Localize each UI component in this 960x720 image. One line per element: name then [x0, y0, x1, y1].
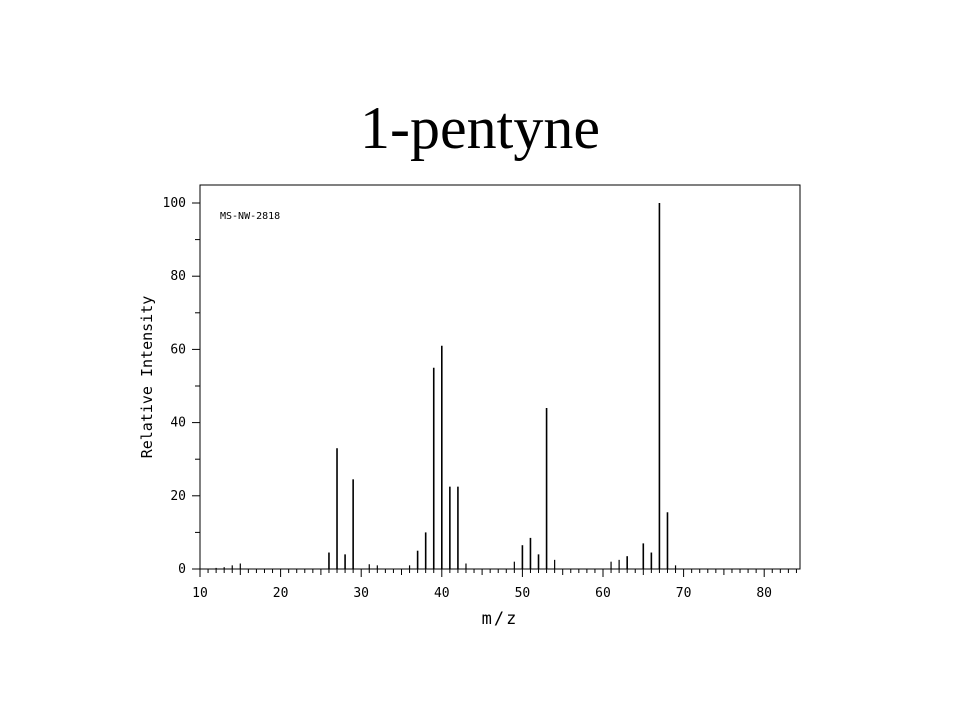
y-tick-label: 80 [170, 269, 186, 284]
y-tick-label: 60 [170, 342, 186, 357]
y-tick-label: 0 [178, 562, 186, 577]
plot-frame [199, 184, 801, 570]
y-axis-ticks: 0 20 40 60 80 100 [163, 196, 200, 577]
y-axis-label: Relative Intensity [138, 296, 156, 459]
x-tick-label: 60 [595, 586, 611, 601]
x-tick-label: 30 [353, 586, 369, 601]
x-tick-label: 40 [434, 586, 450, 601]
x-tick-label: 80 [756, 586, 772, 601]
x-axis-ticks: 10 20 30 40 50 60 70 80 [192, 569, 797, 601]
x-tick-label: 50 [515, 586, 531, 601]
x-tick-label: 10 [192, 586, 208, 601]
y-tick-label: 20 [170, 489, 186, 504]
x-axis-label: m/z [482, 609, 519, 629]
spectrum-id-annotation: MS-NW-2818 [220, 211, 280, 222]
spectrum-peaks [215, 203, 677, 569]
x-tick-label: 70 [676, 586, 692, 601]
y-tick-label: 40 [170, 416, 186, 431]
x-tick-label: 20 [273, 586, 289, 601]
slide-title: 1-pentyne [360, 95, 600, 161]
y-tick-label: 100 [163, 196, 186, 211]
